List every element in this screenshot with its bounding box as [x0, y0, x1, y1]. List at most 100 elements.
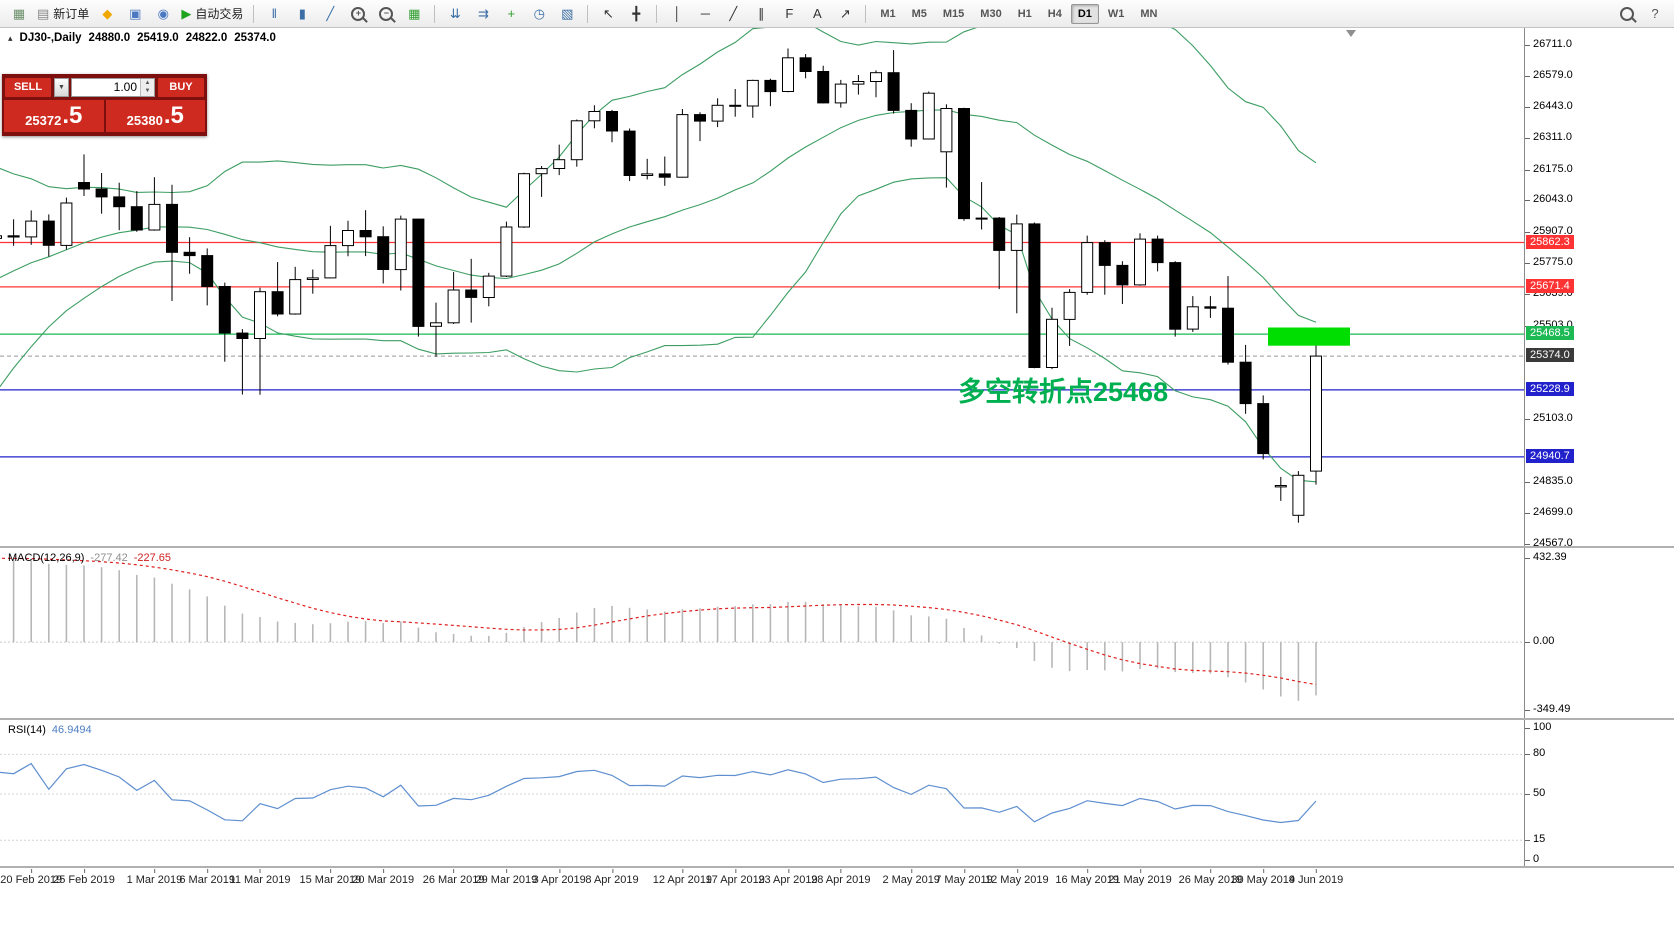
toolbar-separator	[253, 4, 255, 23]
arrange-vertical-icon: ⇉	[477, 6, 489, 21]
new-chart[interactable]: ▦	[6, 3, 32, 25]
timeframe-m30[interactable]: M30	[980, 7, 1002, 20]
price-tick: 24699.0	[1525, 506, 1573, 519]
autotrading-button-label: 自动交易	[195, 7, 244, 21]
macd-tick: 0.00	[1524, 635, 1555, 648]
date-label: 17 Apr 2019	[705, 869, 765, 886]
price-tick: 26043.0	[1525, 193, 1573, 206]
crosshair-tool[interactable]: ╋	[623, 3, 649, 25]
timeframe-d1[interactable]: D1	[1070, 3, 1099, 24]
arrange-vertical[interactable]: ⇉	[470, 3, 496, 25]
volume-spin-up-icon[interactable]: ▲	[141, 78, 154, 87]
chart-plot-area[interactable]	[0, 28, 1524, 546]
price-axis[interactable]: 26711.0 26579.0 26443.0 26311.0 26175.0 26043…	[1524, 28, 1674, 549]
chart-shift-marker[interactable]	[1346, 30, 1356, 37]
templates[interactable]: ▧	[554, 3, 580, 25]
date-label: 20 Feb 2019	[0, 869, 63, 886]
price-line-label: 25228.9	[1526, 381, 1574, 396]
timeframe-h4[interactable]: H4	[1047, 7, 1062, 20]
bar-chart-mode-icon: ‖	[271, 6, 278, 21]
macd-label: MACD(12,26,9) -277.42 -227.65	[8, 552, 171, 564]
crosshair-tool-icon: ╋	[632, 6, 641, 21]
price-line-label: 24940.7	[1526, 448, 1574, 463]
horizontal-line-tool[interactable]: ─	[692, 3, 718, 25]
channel-tool[interactable]: ∥	[748, 3, 774, 25]
date-label: 26 Mar 2019	[422, 869, 485, 886]
periods[interactable]: ◷	[526, 3, 552, 25]
cursor-tool[interactable]: ↖	[595, 3, 621, 25]
text-tool[interactable]: A	[804, 3, 830, 25]
autotrading-icon: ▶	[181, 6, 192, 21]
macd-plot-area[interactable]	[0, 548, 1524, 718]
chart-open-value: 24880.0	[88, 32, 131, 44]
sell-price-pips: .5	[62, 102, 83, 129]
volume-spin-down-icon[interactable]: ▼	[141, 87, 154, 96]
bar-chart-mode[interactable]: ‖	[261, 3, 287, 25]
timeframe-w1[interactable]: W1	[1107, 7, 1125, 20]
zoom-in[interactable]: +	[345, 3, 371, 25]
buy-button[interactable]: BUY	[157, 76, 205, 98]
one-click-collapse-arrow[interactable]: ▴	[8, 32, 13, 43]
macd-axis[interactable]: 432.39 0.00 -349.49	[1524, 548, 1674, 718]
sell-button[interactable]: SELL	[4, 76, 52, 98]
chart-low-value: 24822.0	[185, 32, 228, 44]
help-icon[interactable]: ?	[1642, 3, 1668, 25]
metaeditor-icon[interactable]: ▣	[122, 3, 148, 25]
line-chart-mode[interactable]: ╱	[317, 3, 343, 25]
date-label: 25 Feb 2019	[53, 869, 115, 886]
timeframe-m15[interactable]: M15	[942, 7, 965, 20]
buy-price-panel[interactable]: 25380 .5	[105, 100, 205, 132]
trendline-tool[interactable]: ╱	[720, 3, 746, 25]
sell-price-panel[interactable]: 25372 .5	[4, 100, 104, 132]
indicators-add-icon: +	[507, 6, 516, 21]
autotrading-button[interactable]: ▶ 自动交易	[178, 3, 246, 25]
candlestick-mode[interactable]: ▮	[289, 3, 315, 25]
macd-name: MACD(12,26,9)	[8, 552, 85, 564]
date-label: 12 May 2019	[984, 869, 1049, 886]
macd-svg	[0, 557, 1524, 701]
volume-value[interactable]: 1.00	[113, 80, 137, 94]
new-order-button-label: 新订单	[53, 7, 90, 21]
chart-annotation[interactable]: 多空转折点25468	[958, 377, 1169, 407]
panel-separator[interactable]	[0, 546, 1674, 548]
timeframe-mn[interactable]: MN	[1140, 7, 1158, 20]
indicators-add[interactable]: +	[498, 3, 524, 25]
volume-dropdown-icon[interactable]: ▼	[54, 77, 69, 97]
rsi-axis[interactable]: 100 80 50 15 0	[1524, 720, 1674, 866]
vertical-line-tool[interactable]: │	[664, 3, 690, 25]
volume-input[interactable]: 1.00 ▲ ▼	[71, 77, 155, 97]
price-tick: 25103.0	[1525, 412, 1573, 425]
rsi-tick: 100	[1524, 721, 1552, 733]
vertical-line-tool-icon: │	[673, 6, 682, 21]
community-icon-icon: ◉	[157, 6, 169, 21]
search-icon	[1620, 6, 1634, 21]
arrows-tool[interactable]: ↗	[832, 3, 858, 25]
rsi-plot-area[interactable]	[0, 720, 1524, 866]
date-label: 4 Jun 2019	[1288, 869, 1344, 886]
timeframe-m5[interactable]: M5	[911, 7, 927, 20]
date-label: 28 Apr 2019	[811, 869, 871, 886]
panel-separator[interactable]	[0, 866, 1674, 868]
fibonacci-tool[interactable]: F	[776, 3, 802, 25]
timeframe-h1[interactable]: H1	[1017, 7, 1032, 20]
community-icon[interactable]: ◉	[150, 3, 176, 25]
arrange-horizontal-icon: ⇊	[449, 6, 461, 21]
tile-windows[interactable]: ▦	[401, 3, 427, 25]
new-chart-icon: ▦	[12, 6, 26, 21]
search-icon[interactable]	[1614, 3, 1640, 25]
buy-price-pips: .5	[163, 102, 184, 129]
periods-icon: ◷	[533, 6, 545, 21]
zoom-out[interactable]: −	[373, 3, 399, 25]
time-axis[interactable]: 20 Feb 2019 25 Feb 2019 1 Mar 2019 6 Mar 20…	[0, 868, 1674, 892]
arrange-horizontal[interactable]: ⇊	[442, 3, 468, 25]
rsi-label: RSI(14) 46.9494	[8, 724, 92, 736]
rsi-tick: 80	[1524, 747, 1546, 760]
new-order-button[interactable]: ▤ 新订单	[34, 3, 92, 25]
metaquotes-icon[interactable]: ◆	[94, 3, 120, 25]
panel-separator[interactable]	[0, 718, 1674, 720]
timeframe-m1[interactable]: M1	[880, 7, 896, 20]
volume-spinner[interactable]: ▲ ▼	[140, 78, 154, 96]
price-tick: 26443.0	[1525, 100, 1573, 113]
date-label: 8 Apr 2019	[585, 869, 639, 886]
date-label: 29 Mar 2019	[475, 869, 538, 886]
